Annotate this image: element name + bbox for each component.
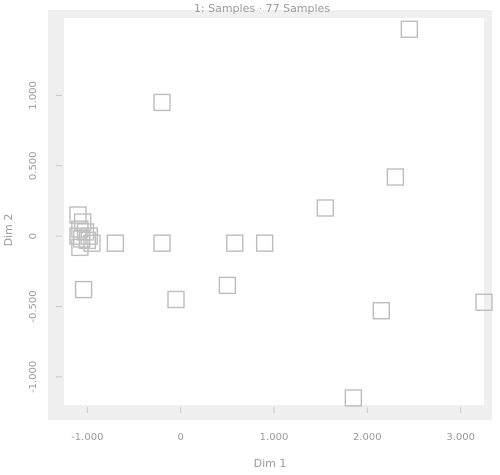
data-point [74,280,93,299]
y-tick-label: 0.500 [28,151,39,180]
data-point [218,276,237,295]
data-point [386,168,405,186]
data-point [83,234,101,252]
x-axis-ticks: -1.000 0 1.000 2.000 3.000 [71,407,475,443]
data-point [106,234,125,252]
data-points [69,20,493,407]
y-tick-label: -0.500 [28,290,39,322]
y-tick-label: -1.000 [28,361,39,393]
x-tick-label: 1.000 [260,432,289,443]
data-point [316,199,335,217]
x-tick-label: 0 [177,432,183,443]
data-point [73,213,92,231]
data-point [69,227,87,245]
data-point [167,290,185,309]
data-point [226,234,244,252]
y-axis-title: Dim 2 [2,214,15,247]
x-tick-label: 3.000 [446,432,475,443]
data-point [255,234,274,252]
chart-title: 1: Samples · 77 Samples [194,2,330,15]
data-point [344,389,363,407]
data-point [153,93,171,112]
y-tick-label: 0 [28,233,39,239]
data-point [153,234,171,252]
data-point [372,302,391,320]
x-axis-title: Dim 1 [254,457,287,470]
x-tick-label: -1.000 [71,432,103,443]
x-tick-label: 2.000 [353,432,382,443]
plot-area [64,18,484,405]
y-axis-ticks: -1.000 -0.500 0 0.500 1.000 [28,81,62,393]
data-point [69,206,87,224]
data-point [400,20,419,38]
data-point [475,293,493,311]
data-point [71,238,89,257]
y-tick-label: 1.000 [28,81,39,110]
